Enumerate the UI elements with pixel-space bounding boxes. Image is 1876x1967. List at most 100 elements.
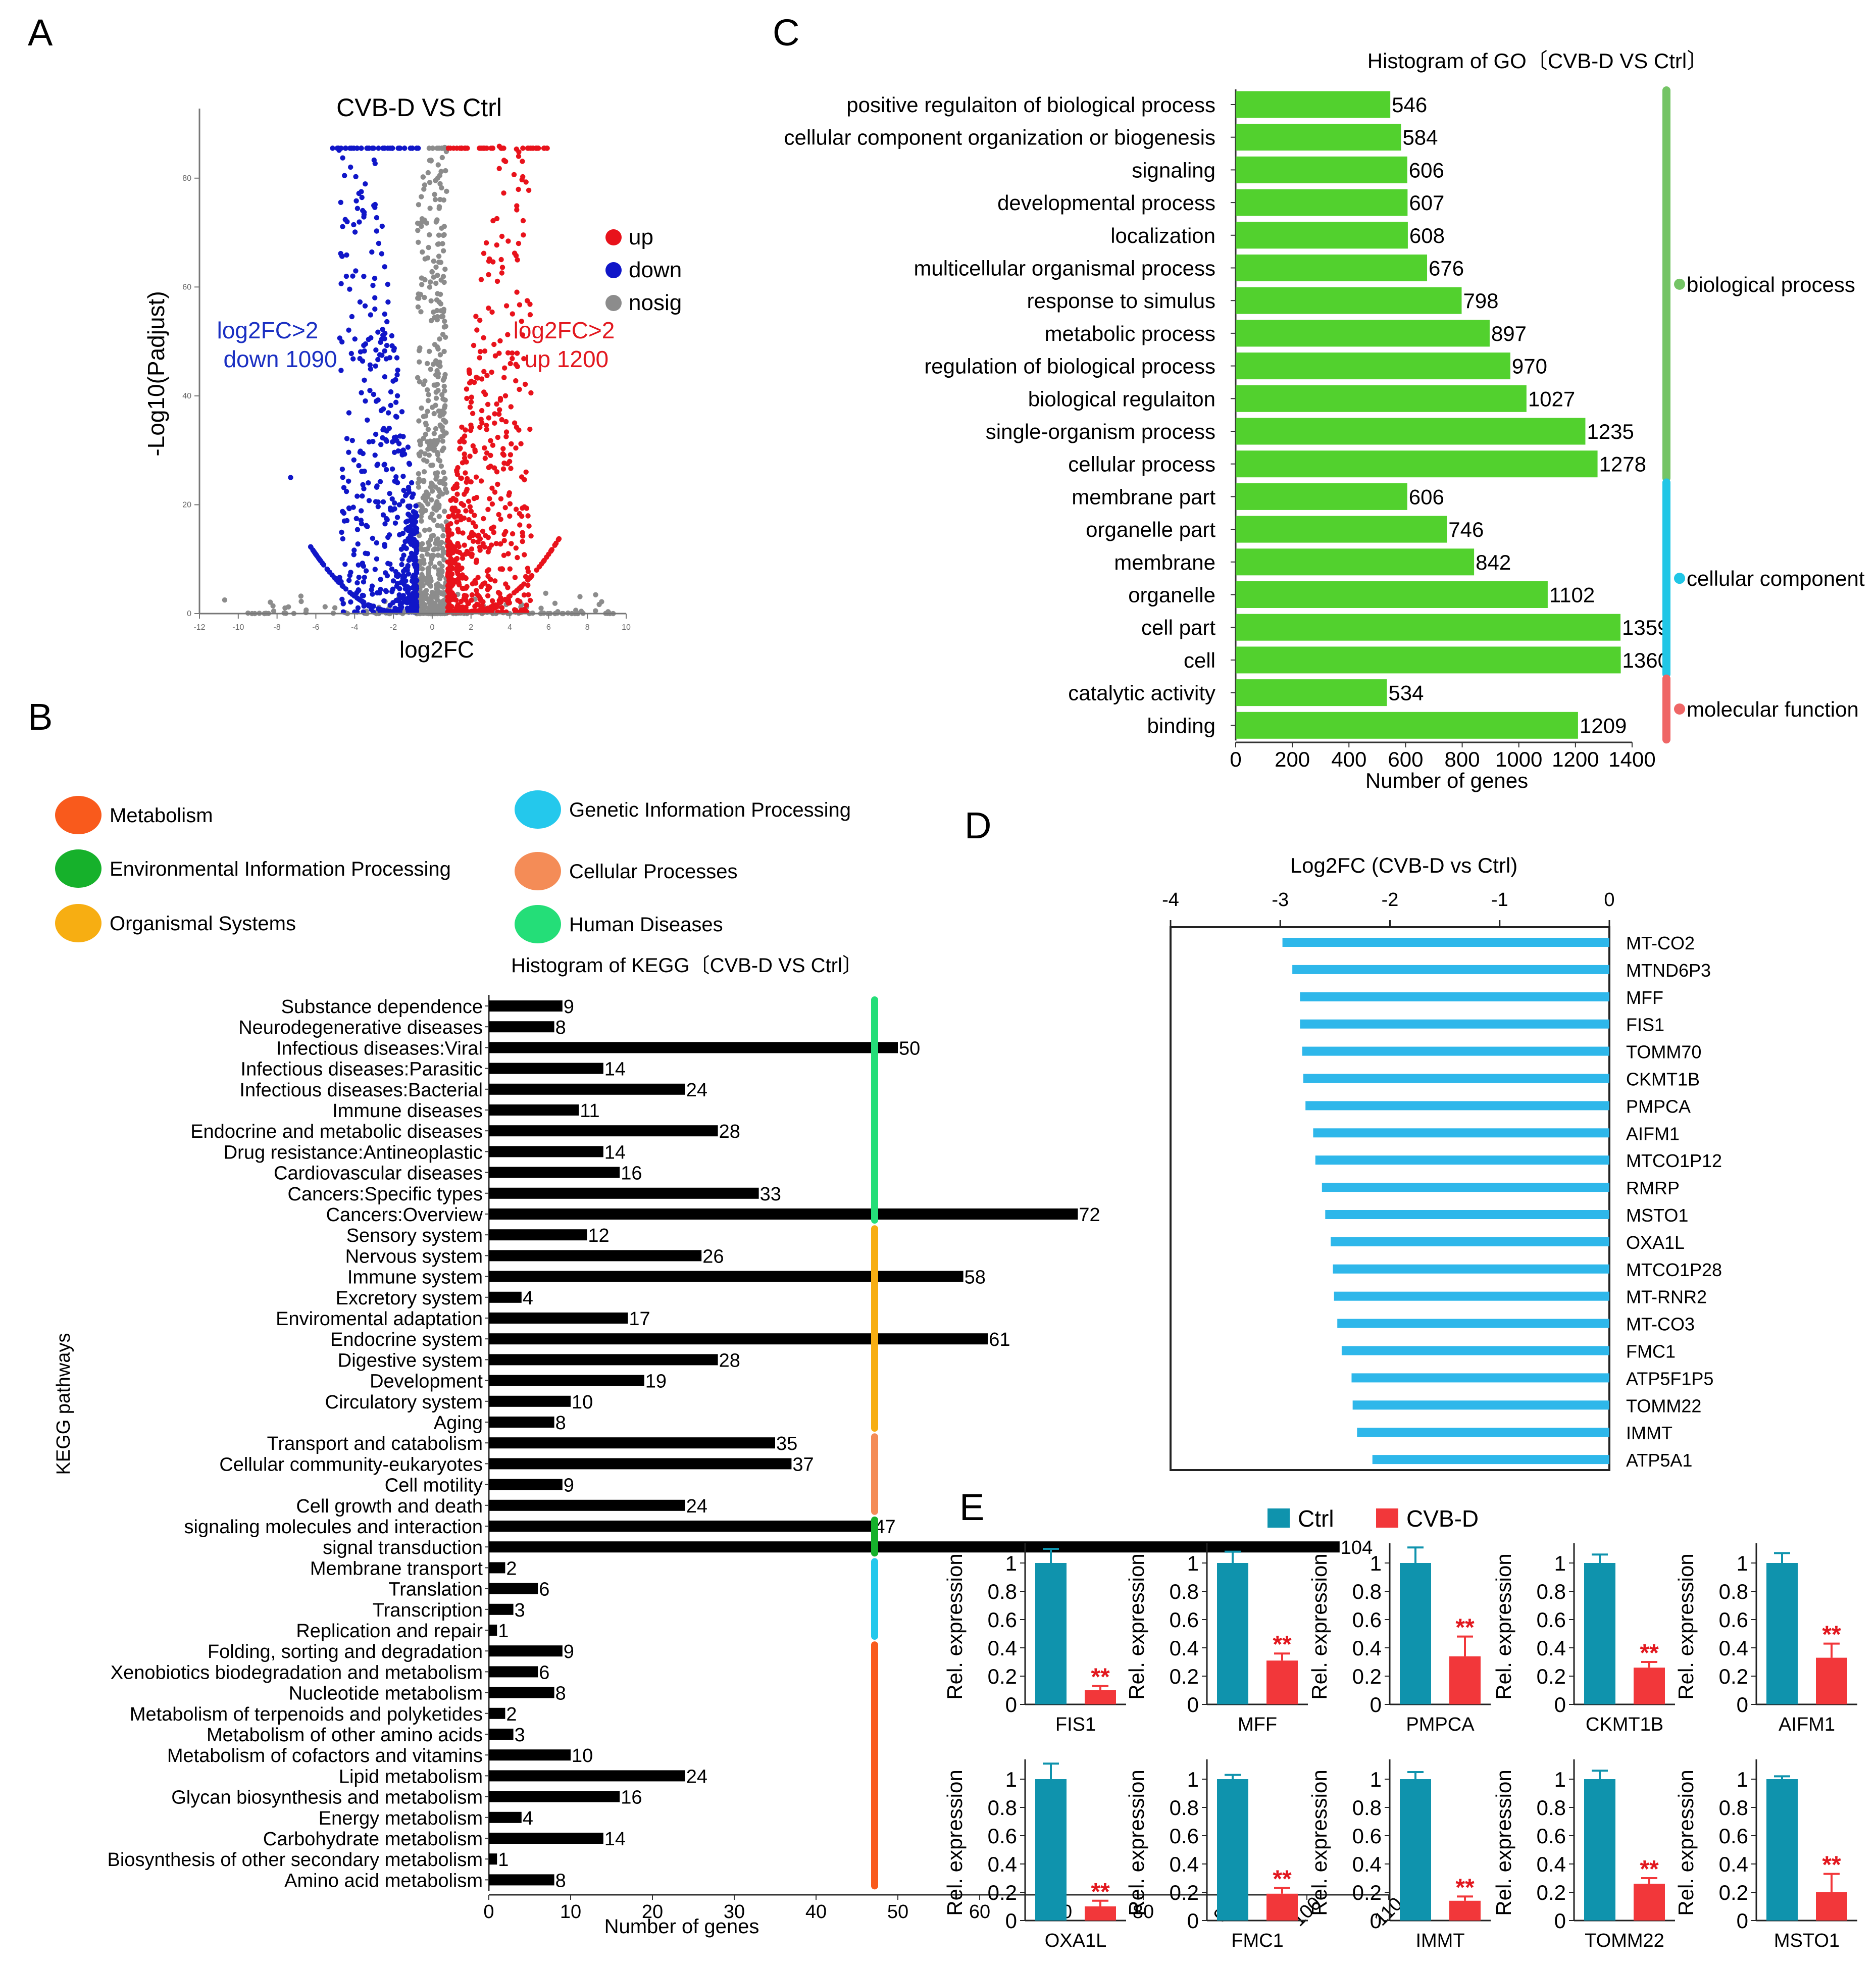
kegg-category-label: Drug resistance:Antineoplastic	[224, 1142, 483, 1163]
qpcr-cvbd-bar	[1266, 1893, 1298, 1921]
volcano-point	[525, 566, 531, 571]
volcano-point	[359, 390, 364, 395]
volcano-point	[526, 187, 532, 193]
volcano-point	[419, 282, 425, 287]
kegg-value-label: 61	[989, 1329, 1010, 1350]
volcano-point	[507, 501, 513, 507]
volcano-point	[429, 269, 435, 275]
qpcr-significance-mark: **	[1091, 1664, 1110, 1691]
volcano-y-tick-label: 20	[182, 500, 191, 509]
log2fc-axis: -4 -3 -2 -1 0	[1162, 889, 1615, 927]
volcano-point	[426, 244, 431, 250]
volcano-point	[374, 228, 379, 234]
kegg-bar	[489, 1625, 497, 1636]
volcano-point	[385, 281, 390, 287]
kegg-value-label: 16	[621, 1787, 642, 1808]
volcano-point	[378, 577, 383, 582]
kegg-category-label: Development	[370, 1371, 483, 1392]
kegg-category-label: Folding, sorting and degradation	[208, 1641, 483, 1662]
kegg-x-label: Number of genes	[604, 1915, 759, 1938]
legend-nosig-label: nosig	[629, 290, 682, 315]
volcano-point	[522, 504, 527, 510]
volcano-point	[387, 491, 392, 496]
volcano-point	[416, 202, 422, 208]
kegg-bar	[489, 1479, 563, 1490]
volcano-point	[496, 600, 502, 606]
qpcr-significance-mark: **	[1640, 1640, 1659, 1667]
volcano-point	[440, 396, 446, 402]
qpcr-y-tick-label: 1	[1554, 1551, 1566, 1575]
log2fc-x-tick-label: 0	[1604, 889, 1614, 911]
volcano-point	[503, 303, 510, 309]
volcano-point	[422, 451, 428, 457]
volcano-point	[462, 542, 467, 548]
volcano-point	[405, 444, 411, 450]
volcano-point	[452, 514, 458, 520]
volcano-point	[435, 470, 440, 476]
volcano-point	[445, 559, 450, 565]
volcano-point	[552, 542, 558, 548]
go-value-label: 1360	[1623, 648, 1669, 672]
volcano-point	[362, 303, 368, 309]
go-bar	[1236, 581, 1548, 608]
volcano-point	[363, 568, 369, 574]
volcano-point	[477, 145, 482, 151]
volcano-point	[441, 279, 447, 285]
volcano-point	[353, 198, 359, 204]
volcano-point	[422, 182, 428, 188]
kegg-bar	[489, 1229, 587, 1241]
go-x-tick-label: 200	[1275, 747, 1310, 771]
volcano-point	[332, 575, 337, 581]
log2fc-bar	[1282, 938, 1609, 947]
volcano-point	[486, 415, 491, 421]
log2fc-bar	[1337, 1319, 1609, 1328]
kegg-category-label: Replication and repair	[296, 1621, 483, 1642]
kegg-value-label: 8	[555, 1870, 566, 1891]
kegg-category-label: Xenobiotics biodegradation and metabolis…	[111, 1662, 483, 1683]
volcano-point	[440, 545, 445, 551]
volcano-point	[458, 475, 464, 481]
kegg-bar	[489, 1687, 554, 1698]
kegg-value-label: 2	[506, 1558, 517, 1579]
volcano-point	[498, 516, 503, 522]
volcano-point	[439, 563, 445, 569]
qpcr-significance-mark: **	[1455, 1874, 1475, 1901]
volcano-point	[344, 252, 349, 258]
volcano-point	[495, 590, 501, 595]
panel-label-b: B	[28, 696, 53, 738]
volcano-point	[528, 533, 534, 539]
volcano-point	[445, 604, 451, 610]
volcano-point	[432, 564, 438, 570]
volcano-point	[416, 471, 421, 477]
volcano-point	[395, 145, 401, 151]
qpcr-significance-mark: **	[1091, 1879, 1110, 1905]
volcano-point	[430, 462, 435, 468]
volcano-point	[383, 437, 389, 443]
volcano-point	[338, 199, 343, 205]
annotation-down-threshold: log2FC>2	[217, 317, 319, 343]
volcano-point	[343, 489, 349, 494]
volcano-point	[446, 514, 451, 520]
volcano-point	[515, 364, 520, 369]
volcano-point	[467, 453, 473, 459]
volcano-point	[270, 603, 276, 609]
volcano-x-tick-label: -8	[274, 623, 281, 632]
annotation-down-count: down 1090	[223, 346, 337, 372]
volcano-point	[367, 362, 373, 368]
volcano-point	[468, 399, 474, 405]
qpcr-cvbd-bar	[1816, 1892, 1847, 1921]
volcano-point	[337, 335, 342, 341]
volcano-point	[442, 318, 447, 324]
qpcr-y-tick-label: 0.6	[1170, 1608, 1199, 1632]
volcano-point	[435, 523, 440, 528]
go-bar	[1236, 712, 1578, 739]
volcano-point	[408, 145, 413, 151]
volcano-point	[457, 446, 463, 452]
volcano-point	[222, 597, 228, 603]
qpcr-y-tick-label: 0.4	[1170, 1636, 1199, 1660]
legend-human-marker	[515, 905, 561, 943]
volcano-point	[425, 427, 431, 432]
go-group-label-cc: cellular component	[1687, 567, 1865, 590]
go-category-label: regulation of biological process	[924, 355, 1215, 378]
volcano-point	[451, 593, 458, 599]
